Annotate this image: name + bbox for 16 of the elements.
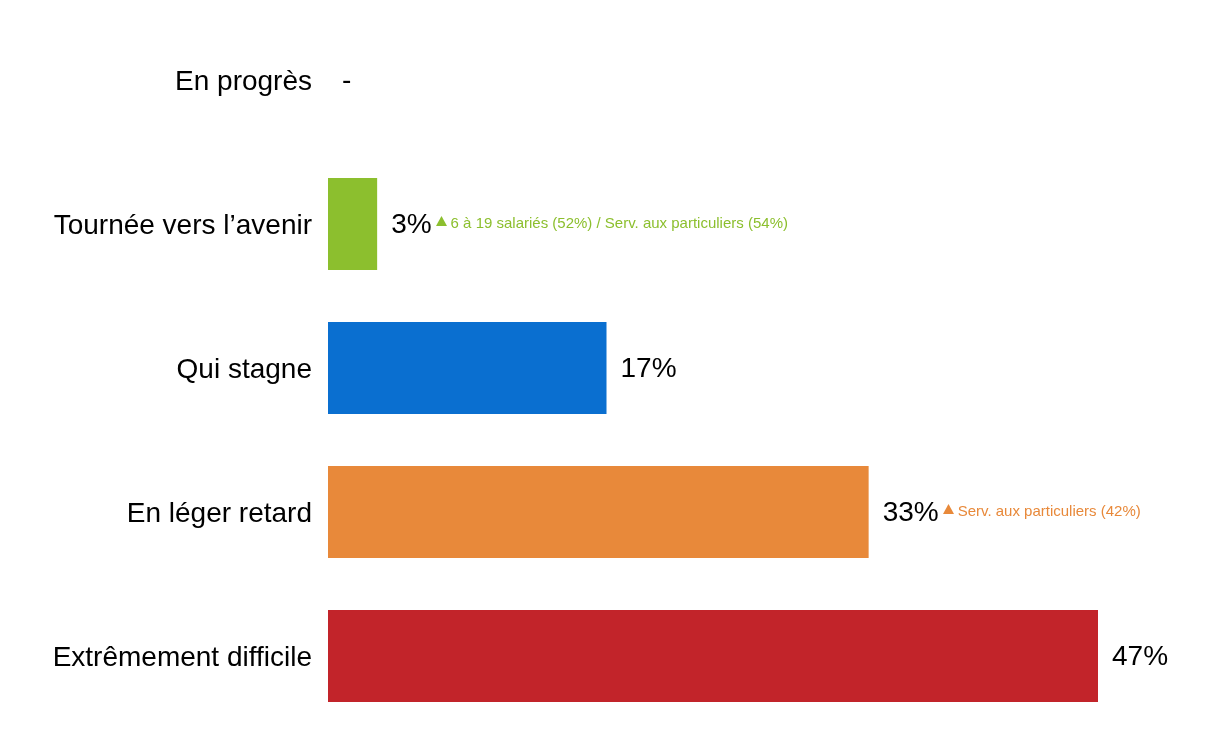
y-tick-label: Extrêmement difficile xyxy=(52,640,312,672)
y-tick-label: Qui stagne xyxy=(176,352,312,384)
data-label: 17% xyxy=(620,352,677,384)
annotation: 6 à 19 salariés (52%) / Serv. aux particuliers (54%) xyxy=(450,213,788,231)
y-tick-label: En léger retard xyxy=(126,496,312,528)
bar xyxy=(328,178,378,270)
bar xyxy=(328,466,869,558)
data-label: 3% xyxy=(391,208,432,240)
data-label: 33% xyxy=(882,496,939,528)
y-tick-label: Tournée vers l’avenir xyxy=(53,208,312,240)
annotation: Serv. aux particuliers (42%) xyxy=(957,501,1141,519)
y-tick-label: En progrès xyxy=(175,64,312,96)
bar xyxy=(328,610,1098,702)
data-label: 47% xyxy=(1112,640,1169,672)
bar xyxy=(328,322,607,414)
text: - xyxy=(342,64,352,95)
